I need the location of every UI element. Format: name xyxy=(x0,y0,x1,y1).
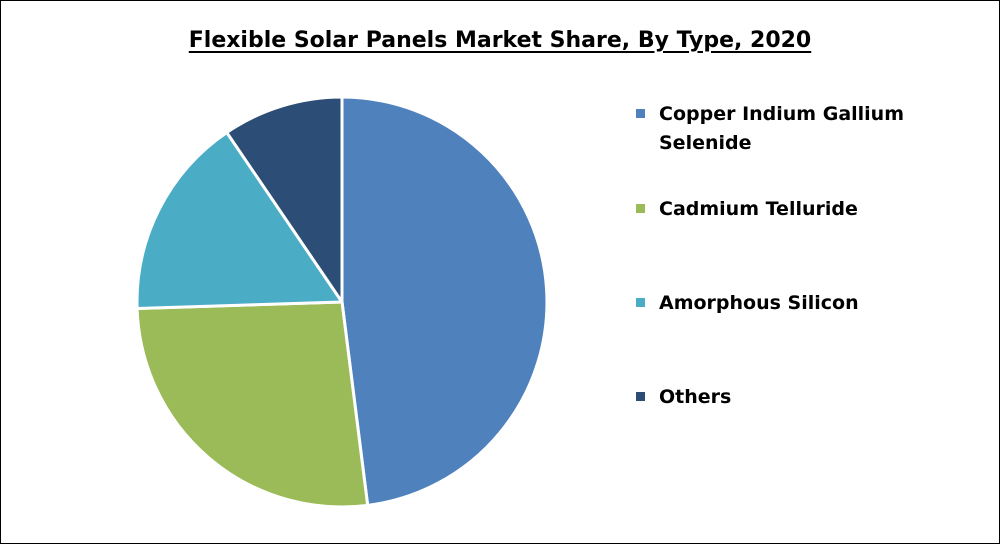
legend-swatch-amorphous-silicon xyxy=(636,298,645,307)
pie-slice-cigs xyxy=(340,95,549,507)
pie-slices xyxy=(135,95,549,509)
legend-item-amorphous-silicon: Amorphous Silicon xyxy=(636,289,919,318)
pie-slice-others xyxy=(225,95,344,304)
legend-item-cdte: Cadmium Telluride xyxy=(636,195,919,224)
legend-item-others: Others xyxy=(636,383,919,412)
pie-slice-cdte xyxy=(135,300,370,509)
legend-swatch-cigs xyxy=(636,109,645,118)
legend-item-cigs: Copper Indium Gallium Selenide xyxy=(636,100,919,158)
legend-swatch-others xyxy=(636,392,645,401)
chart-title: Flexible Solar Panels Market Share, By T… xyxy=(188,28,812,53)
legend-label-cigs: Copper Indium Gallium Selenide xyxy=(659,103,904,154)
legend-label-others: Others xyxy=(659,386,732,408)
legend-swatch-cdte xyxy=(636,204,645,213)
pie-slice-amorphous-silicon xyxy=(135,130,344,310)
legend-label-amorphous-silicon: Amorphous Silicon xyxy=(659,292,859,314)
legend-label-cdte: Cadmium Telluride xyxy=(659,198,858,220)
